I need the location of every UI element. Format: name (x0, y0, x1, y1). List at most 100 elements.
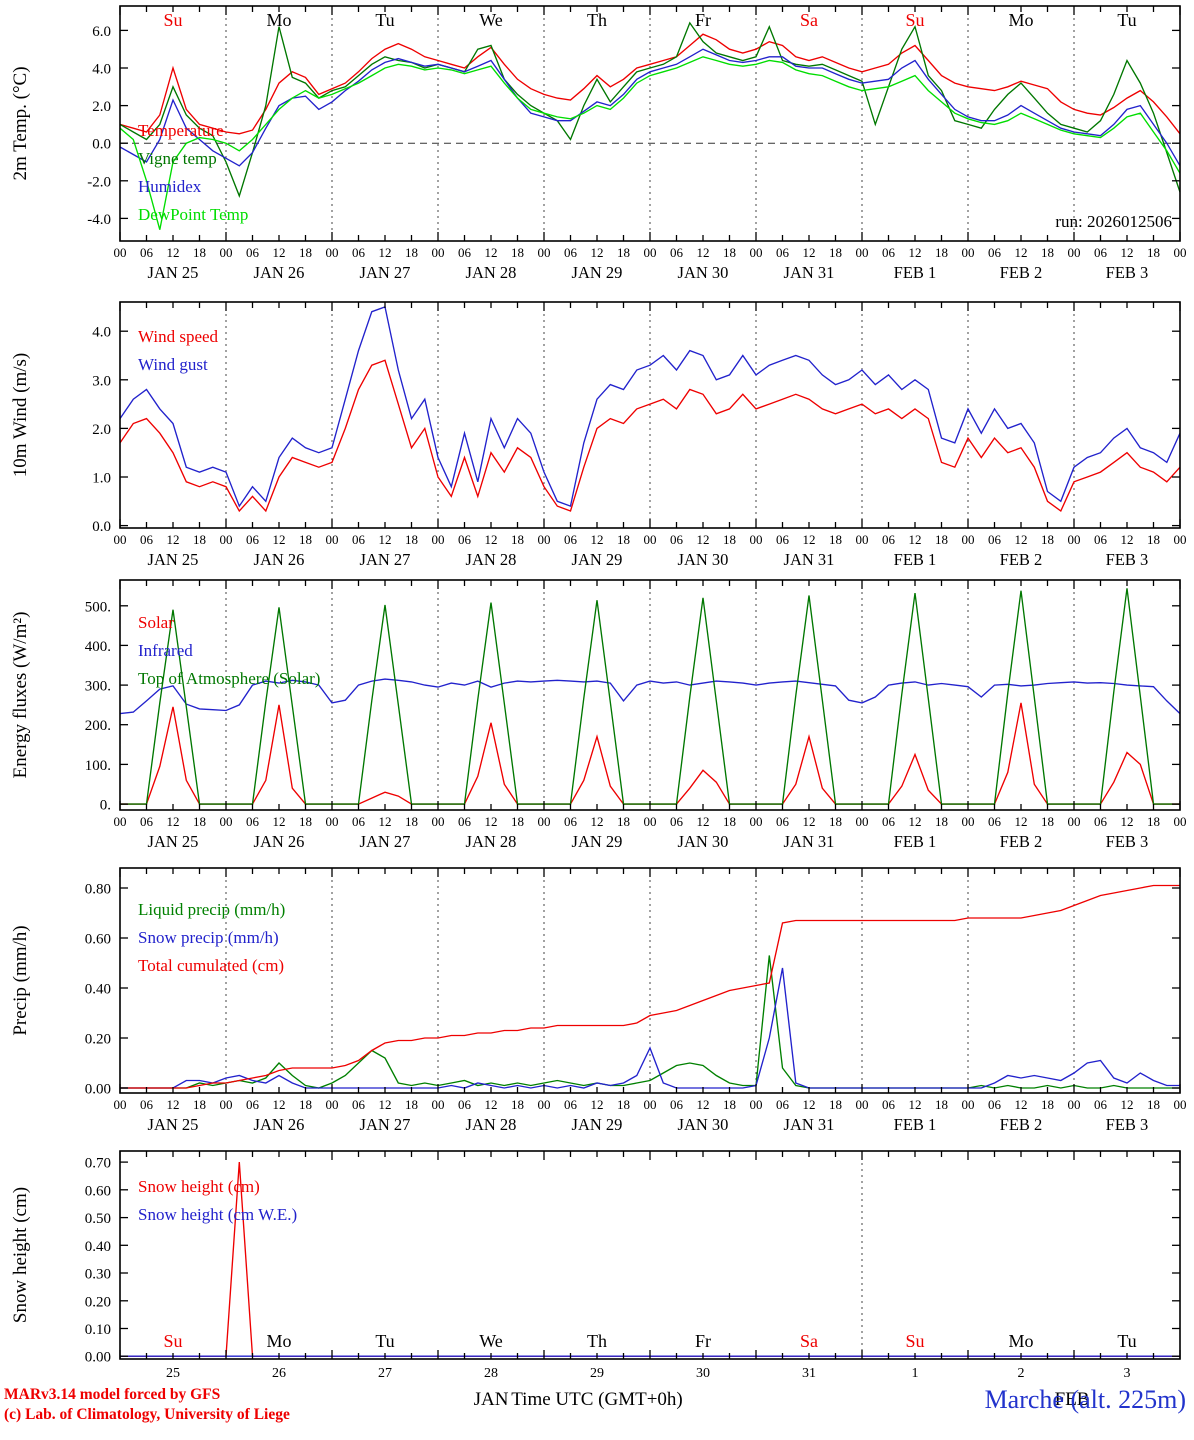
svg-text:18: 18 (829, 532, 842, 547)
svg-text:2: 2 (1018, 1366, 1025, 1381)
svg-text:JAN 30: JAN 30 (678, 1115, 729, 1134)
svg-text:12: 12 (909, 245, 922, 260)
svg-text:FEB 3: FEB 3 (1106, 263, 1149, 282)
temperature-panel: -4.0 -2.0 0.0 2.0 4.0 6.0 2m Temp. (°C) 00 06 12 1… (10, 5, 1187, 282)
svg-text:300.: 300. (85, 679, 111, 695)
svg-text:00: 00 (856, 1097, 869, 1112)
svg-text:06: 06 (882, 532, 896, 547)
svg-text:12: 12 (591, 245, 604, 260)
svg-text:00: 00 (432, 245, 445, 260)
svg-text:12: 12 (591, 532, 604, 547)
svg-text:0.10: 0.10 (85, 1322, 111, 1338)
svg-text:Infrared: Infrared (138, 641, 193, 660)
svg-text:JAN 28: JAN 28 (466, 1115, 517, 1134)
svg-text:29: 29 (590, 1366, 604, 1381)
month-label-jan: JAN (473, 1389, 509, 1410)
svg-text:00: 00 (644, 1097, 657, 1112)
svg-text:0.00: 0.00 (85, 1350, 111, 1366)
svg-text:12: 12 (1121, 532, 1134, 547)
svg-text:12: 12 (697, 1097, 710, 1112)
svg-text:12: 12 (697, 245, 710, 260)
svg-text:Snow height (cm): Snow height (cm) (10, 1187, 31, 1323)
svg-text:12: 12 (167, 245, 180, 260)
svg-text:12: 12 (1015, 532, 1028, 547)
svg-text:18: 18 (511, 1097, 524, 1112)
svg-text:18: 18 (723, 532, 736, 547)
svg-text:12: 12 (273, 814, 286, 829)
svg-text:06: 06 (882, 245, 896, 260)
svg-text:12: 12 (1121, 814, 1134, 829)
svg-text:JAN 26: JAN 26 (254, 550, 305, 569)
svg-text:12: 12 (803, 532, 816, 547)
svg-text:DewPoint Temp: DewPoint Temp (138, 205, 248, 224)
svg-text:JAN 30: JAN 30 (678, 263, 729, 282)
svg-text:Mo: Mo (1008, 10, 1033, 30)
svg-text:06: 06 (564, 1097, 578, 1112)
station-label: Marche (alt. 225m) (984, 1385, 1186, 1414)
svg-text:18: 18 (723, 814, 736, 829)
svg-text:12: 12 (1015, 1097, 1028, 1112)
svg-text:12: 12 (379, 245, 392, 260)
svg-text:12: 12 (909, 1097, 922, 1112)
svg-text:00: 00 (538, 532, 551, 547)
svg-text:12: 12 (273, 532, 286, 547)
svg-text:06: 06 (1094, 1097, 1108, 1112)
svg-text:JAN 26: JAN 26 (254, 263, 305, 282)
svg-text:06: 06 (564, 245, 578, 260)
svg-text:06: 06 (246, 532, 260, 547)
svg-text:100.: 100. (85, 758, 111, 774)
svg-text:Snow precip (mm/h): Snow precip (mm/h) (138, 928, 279, 947)
svg-text:12: 12 (485, 1097, 498, 1112)
svg-text:00: 00 (750, 814, 763, 829)
svg-text:00: 00 (114, 814, 127, 829)
svg-text:0.60: 0.60 (85, 932, 111, 948)
svg-text:FEB 1: FEB 1 (894, 832, 937, 851)
svg-text:0.20: 0.20 (85, 1032, 111, 1048)
svg-text:Solar: Solar (138, 613, 174, 632)
svg-text:06: 06 (564, 532, 578, 547)
svg-text:00: 00 (114, 1097, 127, 1112)
svg-text:06: 06 (1094, 245, 1108, 260)
svg-text:18: 18 (617, 814, 630, 829)
svg-text:JAN 28: JAN 28 (466, 832, 517, 851)
svg-text:JAN 29: JAN 29 (572, 1115, 623, 1134)
svg-text:18: 18 (193, 1097, 206, 1112)
svg-text:00: 00 (538, 1097, 551, 1112)
svg-text:06: 06 (776, 1097, 790, 1112)
svg-text:JAN 26: JAN 26 (254, 832, 305, 851)
svg-text:18: 18 (1041, 814, 1054, 829)
svg-text:JAN 31: JAN 31 (784, 832, 835, 851)
svg-text:Th: Th (587, 10, 607, 30)
svg-text:JAN 26: JAN 26 (254, 1115, 305, 1134)
energy-flux-panel: 0. 100. 200. 300. 400. 500. Energy fluxes (W/m… (10, 579, 1187, 851)
svg-text:JAN 31: JAN 31 (784, 1115, 835, 1134)
svg-text:06: 06 (458, 245, 472, 260)
svg-text:18: 18 (193, 245, 206, 260)
svg-text:JAN 30: JAN 30 (678, 832, 729, 851)
svg-text:00: 00 (326, 1097, 339, 1112)
svg-text:0.80: 0.80 (85, 882, 111, 898)
svg-text:12: 12 (909, 532, 922, 547)
svg-text:12: 12 (273, 1097, 286, 1112)
svg-text:FEB 1: FEB 1 (894, 550, 937, 569)
svg-text:06: 06 (882, 1097, 896, 1112)
svg-text:0.00: 0.00 (85, 1082, 111, 1098)
svg-text:18: 18 (193, 532, 206, 547)
svg-text:12: 12 (591, 1097, 604, 1112)
snow-height-panel: 0.00 0.10 0.20 0.30 0.40 0.50 0.60 0.70 Snow hei… (10, 1150, 1181, 1381)
svg-text:12: 12 (803, 245, 816, 260)
svg-text:00: 00 (432, 1097, 445, 1112)
svg-text:18: 18 (405, 814, 418, 829)
model-credit-line1: MARv3.14 model forced by GFS (4, 1386, 221, 1403)
svg-text:6.0: 6.0 (92, 24, 111, 40)
svg-text:00: 00 (1174, 1097, 1187, 1112)
svg-text:FEB 3: FEB 3 (1106, 550, 1149, 569)
svg-text:JAN 25: JAN 25 (148, 1115, 199, 1134)
svg-text:0.20: 0.20 (85, 1294, 111, 1310)
svg-text:00: 00 (750, 245, 763, 260)
svg-text:00: 00 (644, 532, 657, 547)
svg-text:We: We (479, 10, 503, 30)
svg-text:06: 06 (776, 532, 790, 547)
svg-text:1: 1 (912, 1366, 919, 1381)
